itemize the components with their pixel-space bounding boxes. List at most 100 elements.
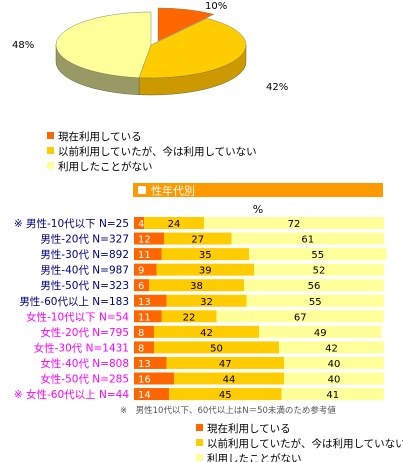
bar-value-label: 56 [308, 281, 321, 292]
bar-segment-never [216, 310, 384, 323]
bar-segment-former [154, 341, 279, 354]
bar-segment-never [246, 294, 384, 307]
bar-segment-former [154, 325, 259, 338]
bar-value-label: 14 [138, 390, 151, 401]
axis-unit-label: % [253, 203, 263, 216]
bar-value-label: 24 [168, 219, 181, 230]
bar-value-label: 42 [200, 328, 213, 339]
pie-value-label: 48% [12, 40, 34, 51]
bar-legend-swatch [196, 439, 203, 446]
bar-segment-former [161, 248, 249, 261]
pie-legend-swatch [47, 162, 54, 169]
bar-segment-never [249, 248, 387, 261]
pie-legend-label: 現在利用している [58, 131, 142, 143]
bar-legend-label: 利用したことがない [207, 452, 302, 462]
pie-slice-current [157, 7, 215, 42]
bar-segment-former [144, 217, 204, 229]
bar-value-label: 39 [199, 266, 212, 277]
pie-slice-former [138, 18, 247, 79]
bar-value-label: 49 [314, 328, 327, 339]
category-label: 男性-60代以上 N=183 [19, 295, 129, 308]
bar-segment-never [284, 372, 384, 385]
bar-value-label: 44 [223, 375, 236, 386]
section-header-bar [133, 183, 383, 197]
bar-value-label: 45 [219, 390, 232, 401]
bar-segment-former [166, 356, 284, 369]
pie-chart: 10% 42% 48% [12, 1, 288, 96]
bar-segment-current [134, 248, 162, 261]
bar-value-label: 12 [138, 235, 151, 246]
bar-segment-former [161, 310, 217, 323]
bar-value-label: 4 [138, 219, 144, 230]
pie-slice-never [55, 11, 152, 78]
bar-segment-never [254, 263, 384, 276]
bar-value-label: 16 [138, 375, 151, 386]
bar-legend-swatch [196, 424, 203, 431]
bar-value-label: 67 [294, 312, 307, 323]
category-label: ※ 男性-10代以下 N=25 [14, 217, 129, 230]
bar-segment-never [279, 341, 384, 354]
bar-value-label: 13 [138, 297, 151, 308]
bar-value-label: 35 [199, 250, 212, 261]
category-label: 女性-50代 N=285 [40, 373, 129, 386]
bar-value-label: 6 [138, 281, 144, 292]
bar-legend-label: 現在利用している [207, 423, 291, 435]
bar-value-label: 47 [219, 359, 232, 370]
category-label: 女性-30代 N=1431 [34, 341, 129, 354]
pie-legend-swatch [47, 147, 54, 154]
category-label: ※ 女性-60代以上 N=44 [14, 388, 129, 401]
bar-value-label: 11 [138, 250, 151, 261]
bar-segment-never [284, 356, 384, 369]
category-label: 女性-40代 N=808 [40, 357, 129, 370]
pie-legend-swatch [47, 132, 54, 139]
bar-value-label: 61 [301, 235, 314, 246]
category-label: 男性-20代 N=327 [40, 233, 129, 246]
bar-segment-former [164, 232, 232, 245]
bar-value-label: 9 [138, 266, 144, 277]
bar-segment-never [231, 232, 384, 245]
bar-segment-current [134, 294, 167, 307]
category-label: 男性-50代 N=323 [40, 279, 129, 292]
bar-segment-current [134, 388, 169, 401]
section-header-icon [138, 186, 146, 194]
category-label: 男性-30代 N=892 [40, 248, 129, 261]
bar-segment-never [204, 217, 384, 229]
bar-value-label: 40 [328, 359, 341, 370]
bar-value-label: 32 [200, 297, 213, 308]
bar-legend-swatch [196, 454, 203, 461]
bar-value-label: 72 [288, 219, 301, 230]
bar-segment-never [281, 388, 384, 401]
bar-value-label: 40 [328, 375, 341, 386]
bar-value-label: 22 [183, 312, 196, 323]
bar-segment-former [174, 372, 284, 385]
footnote: ※ 男性10代以下、60代以上はN＝50未満のため参考値 [120, 405, 336, 416]
pie-value-label: 10% [205, 1, 227, 12]
bar-value-label: 11 [138, 312, 151, 323]
bar-value-label: 13 [138, 359, 151, 370]
bar-legend-label: 以前利用していたが、今は利用していない [207, 437, 403, 450]
bar-segment-current [134, 372, 174, 385]
category-label: 男性-40代 N=987 [40, 264, 129, 277]
category-label: 女性-20代 N=795 [40, 326, 129, 339]
bar-segment-current [134, 263, 157, 276]
bar-segment-current [134, 232, 164, 245]
bar-segment-former [156, 263, 254, 276]
pie-value-label: 42% [266, 82, 288, 93]
bar-segment-former [169, 388, 282, 401]
bar-segment-current [134, 279, 149, 292]
bar-segment-current [134, 356, 167, 369]
bar-value-label: 42 [325, 343, 338, 354]
bar-value-label: 55 [309, 297, 322, 308]
bar-segment-former [149, 279, 244, 292]
bar-value-label: 8 [138, 343, 144, 354]
bar-value-label: 38 [190, 281, 203, 292]
bar-value-label: 50 [210, 343, 223, 354]
bar-segment-current [134, 341, 154, 354]
bar-segment-current [134, 310, 162, 323]
pie-legend-label: 利用したことがない [58, 160, 153, 173]
bar-value-label: 41 [326, 390, 339, 401]
pie-legend-label: 以前利用していたが、今は利用していない [58, 145, 257, 158]
